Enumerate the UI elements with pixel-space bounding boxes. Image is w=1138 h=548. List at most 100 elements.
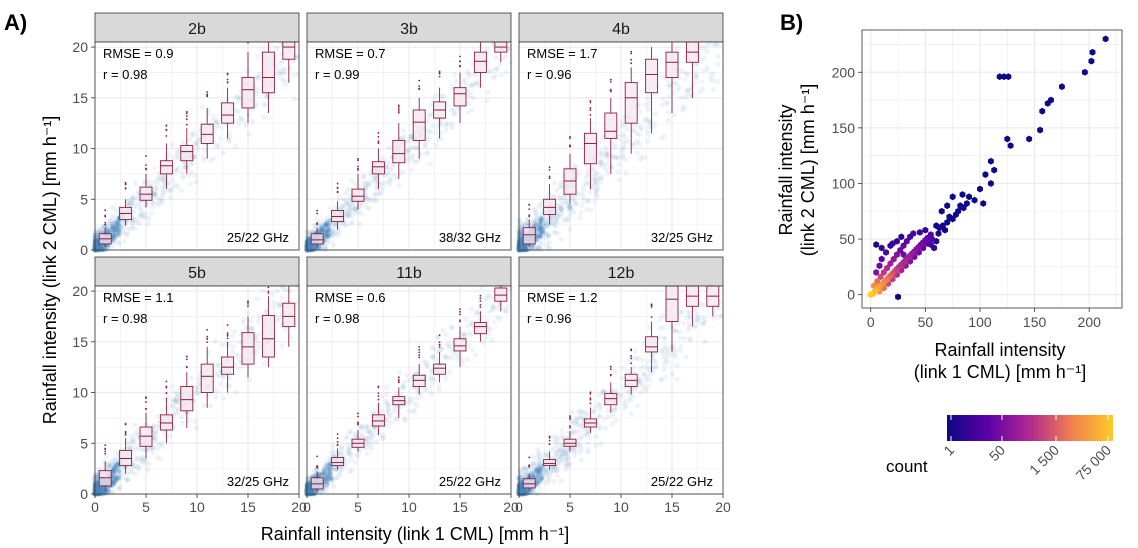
- scatter-point: [664, 100, 670, 106]
- scatter-point: [194, 141, 200, 148]
- scatter-point: [94, 241, 100, 247]
- scatter-point: [271, 299, 277, 305]
- scatter-point: [646, 106, 652, 112]
- scatter-point: [376, 191, 382, 197]
- scatter-point: [523, 244, 528, 249]
- scatter-point: [700, 68, 706, 74]
- scatter-point: [349, 204, 355, 210]
- scatter-point: [493, 55, 499, 61]
- scatter-point: [386, 144, 392, 151]
- scatter-point: [335, 229, 341, 235]
- scatter-point: [304, 242, 311, 248]
- scatter-point: [282, 69, 288, 75]
- scatter-point: [176, 149, 182, 155]
- scatter-point: [453, 78, 459, 84]
- boxplot: [261, 42, 275, 114]
- scatter-point: [310, 228, 316, 234]
- scatter-point: [93, 239, 99, 244]
- scatter-point: [305, 242, 311, 248]
- scatter-point: [413, 159, 419, 165]
- box-outlier: [548, 177, 551, 180]
- scatter-point: [647, 119, 654, 125]
- scatter-point: [350, 201, 356, 207]
- scatter-point: [154, 424, 160, 430]
- scatter-point: [465, 357, 471, 363]
- scatter-point: [622, 140, 628, 146]
- scatter-point: [145, 467, 151, 473]
- scatter-point: [452, 71, 458, 78]
- x-tick-label: 5: [142, 499, 150, 515]
- box-outlier: [226, 332, 229, 335]
- scatter-point: [159, 185, 165, 191]
- scatter-point: [613, 154, 619, 160]
- scatter-point: [108, 217, 114, 223]
- scatter-point: [375, 403, 381, 409]
- scatter-point: [467, 72, 473, 78]
- scatter-point: [93, 243, 98, 249]
- scatter-point: [214, 362, 221, 369]
- scatter-point: [306, 243, 312, 249]
- scatter-point: [384, 384, 390, 391]
- scatter-point: [325, 224, 331, 230]
- box-outlier: [418, 85, 421, 87]
- scatter-point: [269, 291, 275, 297]
- scatter-point: [506, 46, 512, 52]
- scatter-point: [579, 203, 585, 209]
- scatter-point: [216, 142, 222, 148]
- scatter-point: [110, 455, 116, 462]
- scatter-point: [316, 224, 323, 230]
- scatter-point: [97, 243, 103, 249]
- scatter-point: [94, 243, 100, 248]
- scatter-point: [386, 181, 393, 187]
- scatter-point: [497, 316, 503, 322]
- scatter-point: [111, 225, 118, 232]
- scatter-point: [324, 234, 329, 240]
- scatter-point: [93, 246, 99, 252]
- scatter-point: [153, 188, 159, 195]
- scatter-point: [347, 428, 354, 434]
- scatter-point: [593, 186, 600, 192]
- scatter-point: [159, 198, 165, 204]
- scatter-point: [115, 224, 121, 230]
- scatter-point: [353, 206, 359, 212]
- scatter-point: [253, 91, 259, 97]
- box-outlier: [630, 58, 633, 61]
- r-label: r = 0.98: [103, 67, 147, 82]
- scatter-point: [105, 244, 111, 250]
- scatter-point: [439, 136, 445, 142]
- scatter-point: [132, 217, 138, 223]
- scatter-point: [202, 402, 208, 409]
- scatter-point: [459, 331, 466, 337]
- scatter-point: [380, 155, 386, 161]
- scatter-point: [352, 205, 358, 212]
- box-iqr: [261, 51, 275, 94]
- box-outlier: [185, 123, 188, 126]
- scatter-point: [120, 229, 127, 236]
- scatter-point: [323, 223, 329, 228]
- scatter-point: [135, 219, 141, 225]
- scatter-point: [120, 224, 126, 230]
- scatter-point: [405, 155, 412, 162]
- scatter-point: [212, 338, 218, 344]
- scatter-point: [380, 435, 386, 441]
- box-outlier: [206, 337, 209, 340]
- scatter-point: [113, 224, 119, 230]
- scatter-point: [110, 225, 115, 231]
- scatter-point: [442, 123, 448, 129]
- scatter-point: [489, 337, 495, 343]
- scatter-point: [387, 176, 394, 182]
- scatter-point: [235, 94, 241, 101]
- scatter-point: [473, 80, 479, 86]
- scatter-point: [434, 358, 440, 364]
- scatter-point: [99, 247, 104, 252]
- scatter-point: [94, 245, 100, 251]
- scatter-point: [341, 197, 347, 203]
- scatter-point: [561, 200, 567, 207]
- scatter-point: [409, 167, 415, 173]
- box-outlier: [316, 209, 319, 212]
- box-iqr: [453, 87, 467, 107]
- scatter-point: [380, 184, 386, 190]
- scatter-point: [95, 246, 101, 253]
